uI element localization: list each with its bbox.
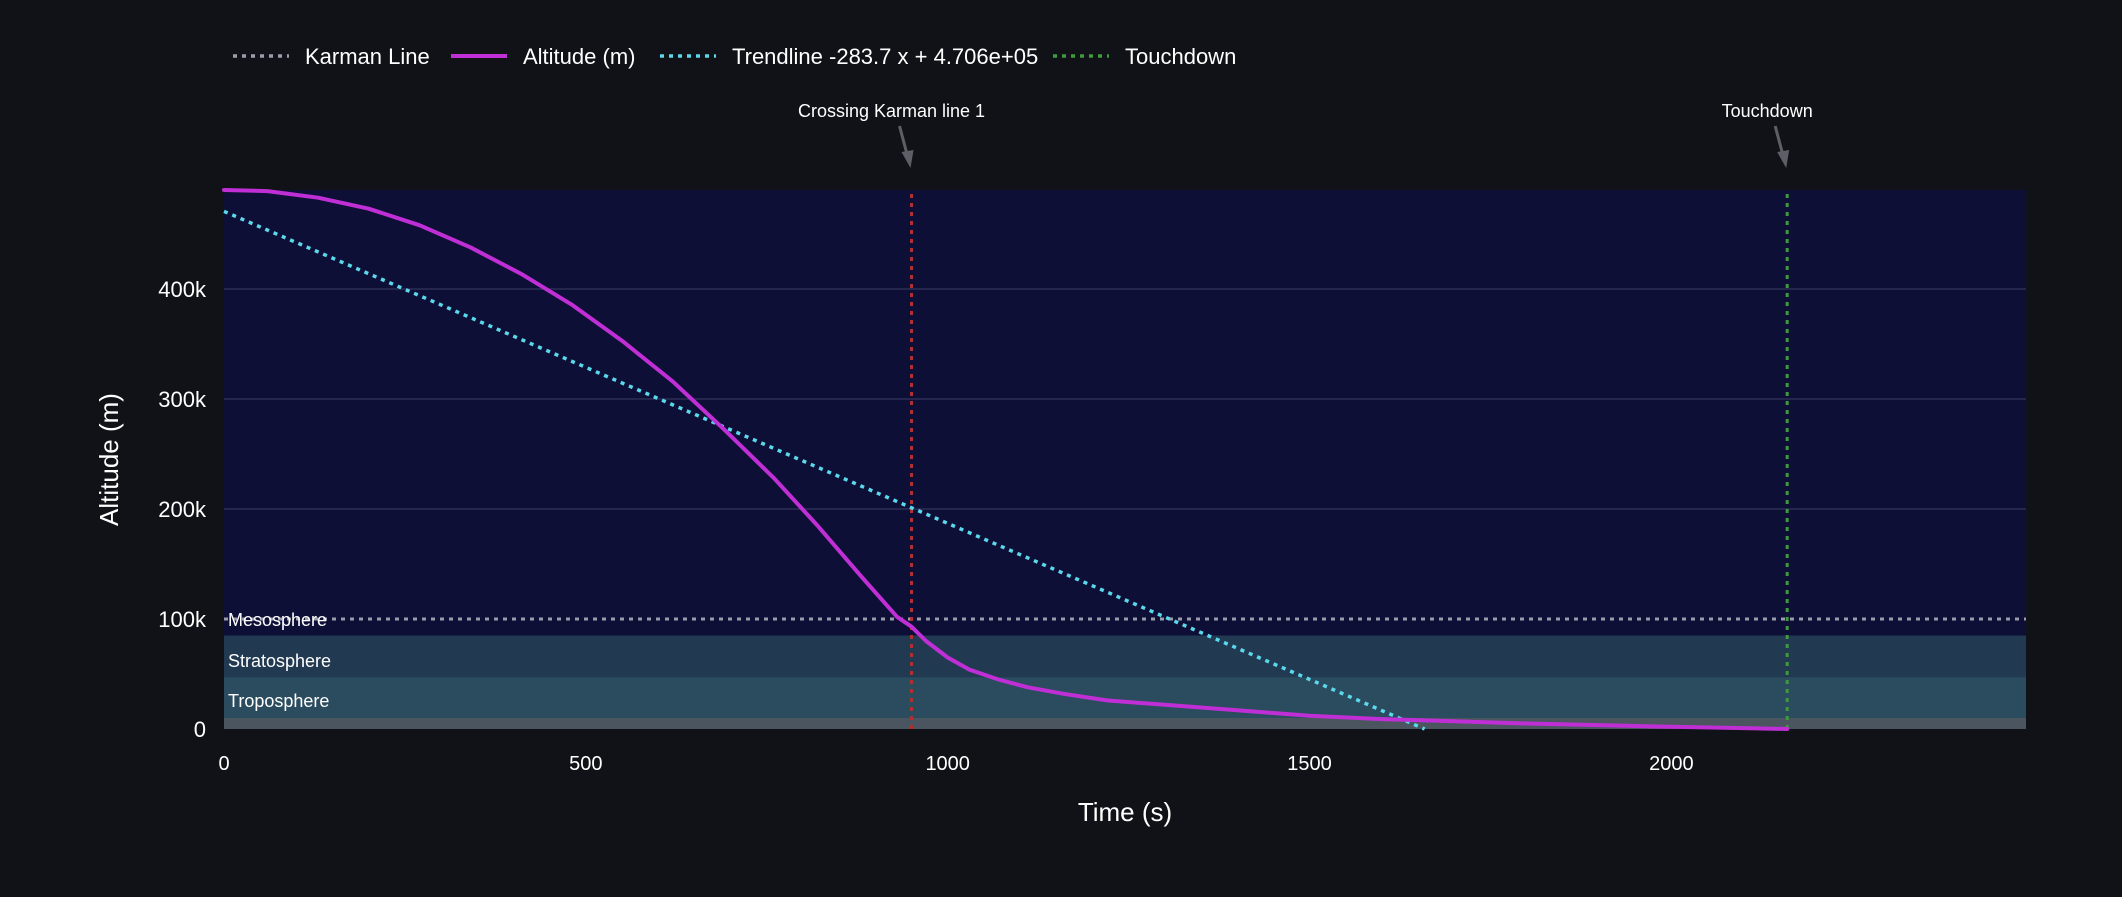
x-axis: 0 500 1000 1500 2000	[218, 753, 1693, 775]
atmosphere-layer-labels: Troposphere Stratosphere Mesosphere	[228, 610, 331, 711]
annotation-arrow-shaft	[898, 125, 909, 157]
y-axis-title: Altitude (m)	[94, 393, 124, 526]
x-tick-label: 0	[218, 753, 229, 775]
data-series	[222, 188, 1790, 731]
y-tick-label: 200k	[158, 497, 207, 522]
legend-label: Touchdown	[1125, 44, 1236, 69]
layer-label-stratosphere: Stratosphere	[228, 651, 331, 671]
x-tick-label: 1000	[925, 753, 970, 775]
legend: Karman Line Altitude (m) Trendline -283.7 …	[233, 44, 1236, 69]
layer-label-troposphere: Troposphere	[228, 691, 329, 711]
x-tick-label: 500	[569, 753, 602, 775]
y-axis: 0 100k 200k 300k 400k	[158, 277, 207, 742]
annotations: Crossing Karman line 1 Touchdown	[798, 101, 1813, 168]
ground-band	[224, 718, 2026, 729]
y-tick-label: 400k	[158, 277, 207, 302]
altitude-series	[222, 188, 1790, 731]
atmosphere-layers	[224, 635, 2026, 729]
annotation-arrow-head	[1777, 150, 1790, 168]
legend-label: Karman Line	[305, 44, 430, 69]
annotation-arrow-head	[901, 150, 914, 168]
y-tick-label: 0	[194, 717, 206, 742]
plot-area: Troposphere Stratosphere Mesosphere	[222, 188, 2026, 731]
annotation-arrow-shaft	[1773, 125, 1785, 157]
legend-label: Altitude (m)	[523, 44, 635, 69]
y-tick-label: 100k	[158, 607, 207, 632]
annotation-label: Crossing Karman line 1	[798, 101, 985, 121]
x-axis-title: Time (s)	[1078, 797, 1172, 827]
trendline-series	[223, 209, 1426, 731]
x-tick-label: 1500	[1287, 753, 1332, 775]
legend-label: Trendline -283.7 x + 4.706e+05	[732, 44, 1038, 69]
layer-label-mesosphere: Mesosphere	[228, 610, 327, 630]
y-tick-label: 300k	[158, 387, 207, 412]
x-tick-label: 2000	[1649, 753, 1694, 775]
grid-lines	[224, 288, 2026, 510]
annotation-label: Touchdown	[1722, 101, 1813, 121]
